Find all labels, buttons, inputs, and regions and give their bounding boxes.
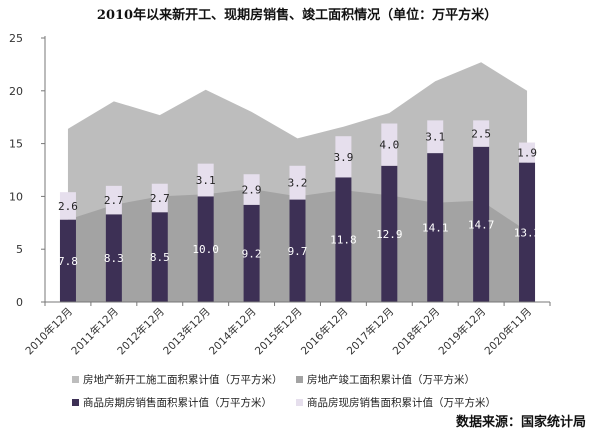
source-note: 数据来源：国家统计局	[455, 415, 586, 430]
bar-upper-0	[59, 192, 76, 220]
legend-swatch-2	[72, 399, 79, 406]
legend-swatch-1	[296, 376, 303, 383]
y-tick-label-5: 25	[9, 32, 23, 45]
legend-label-1: 房地产竣工面积累计值（万平方米）	[307, 374, 475, 386]
y-tick-label-1: 5	[16, 243, 23, 256]
x-tick-label-5: 2015年12月	[252, 305, 304, 357]
bar-lower-6	[335, 177, 352, 302]
legend-label-3: 商品房现房销售面积累计值（万平方米）	[307, 397, 496, 409]
x-tick-label-4: 2014年12月	[206, 305, 258, 357]
x-tick-label-10: 2020年11月	[482, 305, 534, 357]
x-tick-label-1: 2011年12月	[69, 305, 121, 357]
bar-upper-3	[197, 163, 214, 197]
bar-upper-4	[243, 174, 260, 205]
data-label-upper-4: 2.9	[242, 184, 262, 197]
bar-lower-3	[197, 196, 214, 302]
data-label-upper-2: 2.7	[150, 192, 170, 205]
data-label-lower-2: 8.5	[150, 251, 170, 264]
legend: 房地产新开工施工面积累计值（万平方米） 房地产竣工面积累计值（万平方米） 商品房期房…	[72, 372, 532, 410]
bar-upper-9	[473, 120, 490, 147]
legend-label-2: 商品房期房销售面积累计值（万平方米）	[83, 397, 272, 409]
x-tick-label-0: 2010年12月	[23, 305, 75, 357]
data-label-lower-3: 10.0	[192, 243, 219, 256]
bar-upper-8	[427, 120, 444, 154]
data-label-upper-6: 3.9	[333, 151, 353, 164]
y-tick-label-0: 0	[16, 296, 23, 309]
chart-canvas: 0 5 10 15 20 25 2010年12月2011年12月2012年12月2013年1…	[9, 32, 551, 357]
bar-upper-6	[335, 136, 352, 178]
data-label-upper-0: 2.6	[58, 200, 78, 213]
data-label-lower-5: 9.7	[288, 245, 308, 258]
y-tick-label-4: 20	[9, 85, 23, 98]
data-label-upper-9: 2.5	[471, 128, 491, 141]
bar-lower-9	[473, 146, 490, 302]
data-label-upper-5: 3.2	[288, 177, 308, 190]
bar-upper-1	[105, 185, 122, 215]
legend-label-0: 房地产新开工施工面积累计值（万平方米）	[83, 374, 283, 386]
data-label-lower-1: 8.3	[104, 252, 124, 265]
data-label-lower-6: 11.8	[330, 234, 357, 247]
data-label-lower-7: 12.9	[376, 228, 403, 241]
data-label-lower-0: 7.8	[58, 255, 78, 268]
bar-lower-1	[105, 214, 122, 302]
bar-lower-4	[243, 204, 260, 302]
data-label-upper-1: 2.7	[104, 194, 124, 207]
data-label-layer: 7.8 2.6 8.3 2.7 8.5 2.7 10.0 3.1 9.2 2.9 9.7 3.2 11.…	[58, 128, 540, 268]
x-tick-label-2: 2012年12月	[115, 305, 167, 357]
x-tick-label-3: 2013年12月	[160, 305, 212, 357]
y-tick-label-3: 15	[9, 138, 23, 151]
legend-item-2: 商品房期房销售面积累计值（万平方米）	[72, 395, 292, 410]
y-tick-label-2: 10	[9, 190, 23, 203]
bar-upper-2	[151, 183, 168, 213]
chart-title: 2010年以来新开工、现期房销售、竣工面积情况（单位：万平方米）	[96, 8, 498, 23]
x-tick-label-9: 2019年12月	[436, 305, 488, 357]
data-label-lower-4: 9.2	[242, 247, 262, 260]
bar-lower-10	[519, 162, 536, 302]
data-label-upper-8: 3.1	[425, 131, 445, 144]
x-tick-label-8: 2018年12月	[390, 305, 442, 357]
legend-swatch-0	[72, 376, 79, 383]
bar-lower-5	[289, 199, 306, 302]
legend-item-3: 商品房现房销售面积累计值（万平方米）	[296, 395, 516, 410]
bar-upper-7	[381, 123, 398, 166]
data-label-upper-10: 1.9	[517, 147, 537, 160]
legend-item-0: 房地产新开工施工面积累计值（万平方米）	[72, 372, 292, 387]
bar-layer	[59, 120, 536, 302]
bar-upper-5	[289, 165, 306, 200]
bar-lower-0	[59, 219, 76, 302]
x-tick-label-6: 2016年12月	[298, 305, 350, 357]
legend-item-1: 房地产竣工面积累计值（万平方米）	[296, 372, 516, 387]
data-label-lower-8: 14.1	[422, 222, 449, 235]
bar-lower-8	[427, 153, 444, 302]
legend-swatch-3	[296, 399, 303, 406]
data-label-upper-7: 4.0	[379, 139, 399, 152]
data-label-lower-10: 13.2	[514, 226, 541, 239]
x-tick-label-7: 2017年12月	[344, 305, 396, 357]
data-label-lower-9: 14.7	[468, 218, 495, 231]
bar-upper-10	[519, 142, 536, 163]
data-label-upper-3: 3.1	[196, 174, 216, 187]
bar-lower-7	[381, 165, 398, 302]
bar-lower-2	[151, 212, 168, 302]
